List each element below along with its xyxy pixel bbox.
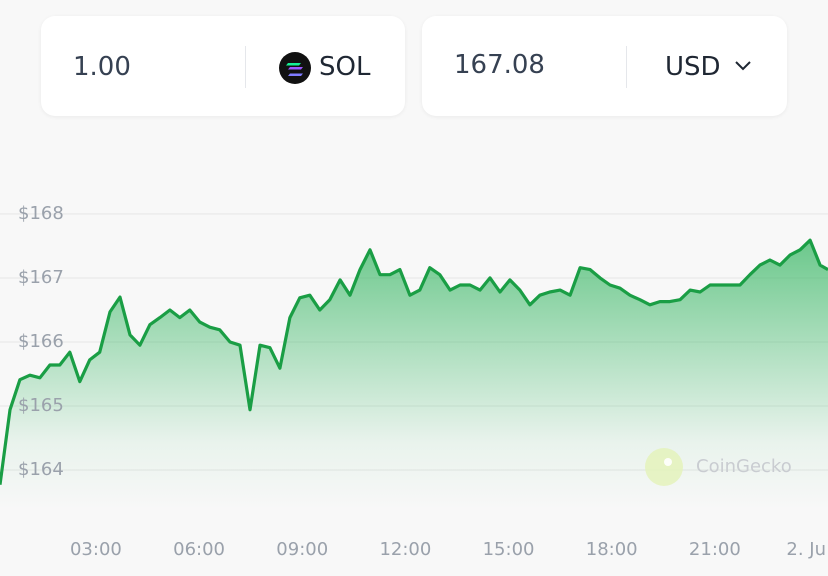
separator (245, 46, 246, 88)
result: 167.08 (454, 50, 545, 80)
x-tick-label: 09:00 (276, 539, 328, 560)
x-tick-label: 12:00 (379, 539, 431, 560)
area-fill (0, 240, 828, 510)
y-tick-label: $164 (18, 459, 64, 480)
x-tick-label: 21:00 (689, 539, 741, 560)
currency[interactable]: USD (665, 52, 721, 82)
x-tick-label: 03:00 (70, 539, 122, 560)
y-tick-label: $168 (18, 203, 64, 224)
watermark-text: CoinGecko (696, 456, 792, 477)
amount[interactable]: 1.00 (73, 52, 131, 82)
x-tick-label: 15:00 (483, 539, 535, 560)
result-card: 167.08 USD (422, 16, 787, 116)
coin[interactable]: SOL (319, 52, 371, 82)
x-tick-label: 18:00 (586, 539, 638, 560)
dropdown-arrow[interactable] (734, 60, 752, 72)
amount-card: 1.00 SOL (41, 16, 405, 116)
y-tick-label: $167 (18, 267, 64, 288)
x-tick-label: 2. Ju (786, 539, 826, 560)
x-tick-label: 06:00 (173, 539, 225, 560)
y-tick-label: $165 (18, 395, 64, 416)
price-line (0, 238, 828, 485)
coin-icon (279, 52, 311, 84)
watermark: CoinGecko (645, 448, 792, 486)
y-tick-label: $166 (18, 331, 64, 352)
separator (626, 46, 627, 88)
